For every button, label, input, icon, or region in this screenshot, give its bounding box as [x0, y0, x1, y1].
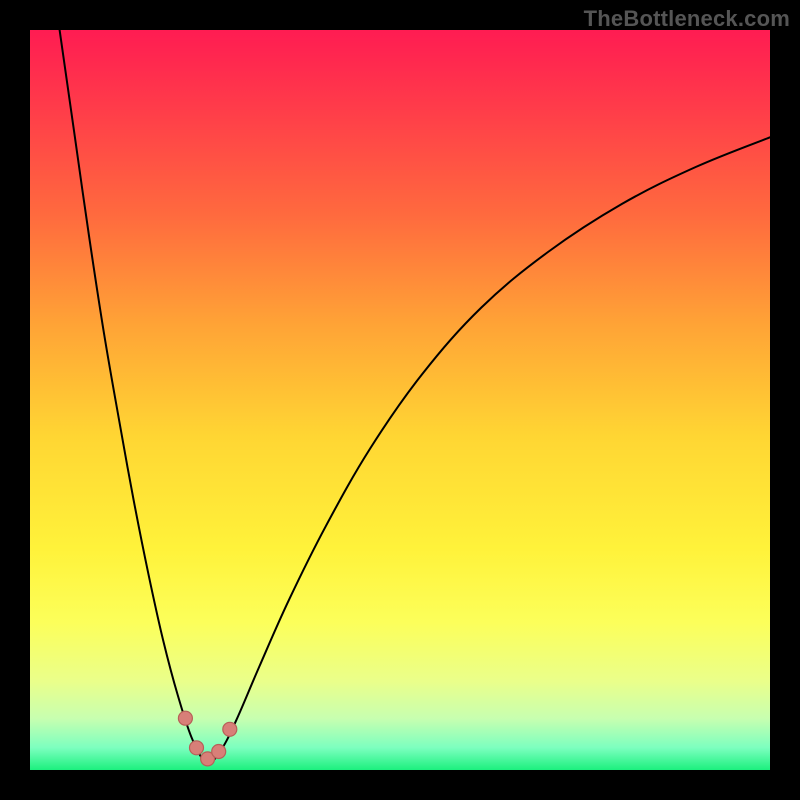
gradient-background — [30, 30, 770, 770]
chart-container: TheBottleneck.com — [0, 0, 800, 800]
minimum-marker — [178, 711, 192, 725]
minimum-marker — [190, 741, 204, 755]
plot-area — [30, 30, 770, 770]
watermark-text: TheBottleneck.com — [584, 6, 790, 32]
bottleneck-curve-chart — [30, 30, 770, 770]
minimum-marker — [223, 722, 237, 736]
minimum-marker — [212, 745, 226, 759]
